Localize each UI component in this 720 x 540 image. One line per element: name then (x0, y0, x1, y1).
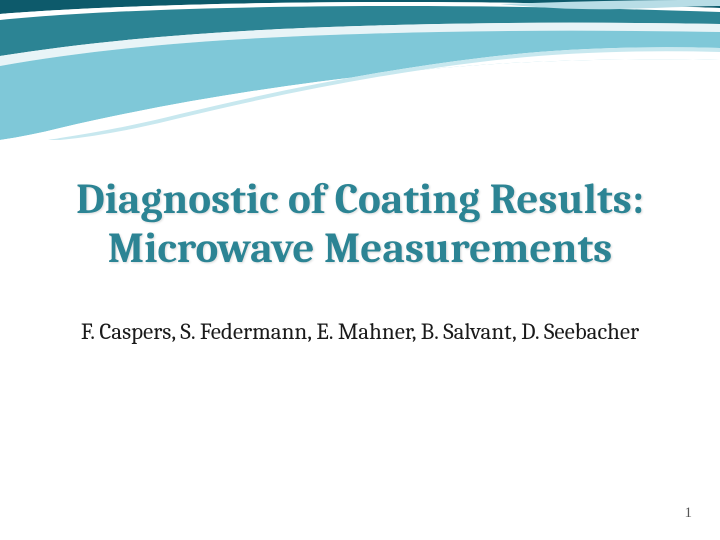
slide: Diagnostic of Coating Results: Microwave… (0, 0, 720, 540)
page-number: 1 (685, 505, 693, 522)
title-line-2: Microwave Measurements (108, 223, 613, 273)
slide-title: Diagnostic of Coating Results: Microwave… (0, 175, 720, 274)
slide-authors: F. Caspers, S. Federmann, E. Mahner, B. … (0, 318, 720, 347)
title-line-1: Diagnostic of Coating Results: (76, 174, 644, 224)
wave-decoration (0, 0, 720, 140)
